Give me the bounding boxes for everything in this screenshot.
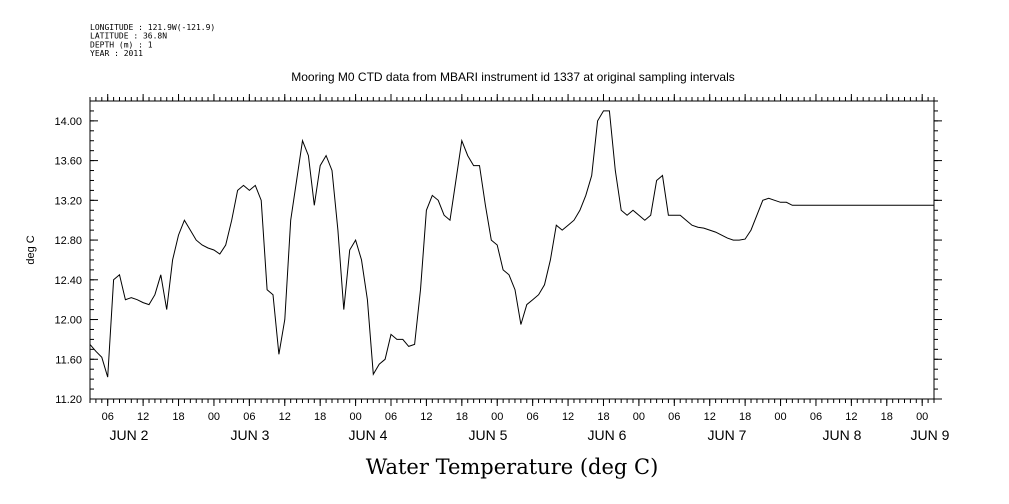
y-axis: 14.00 13.60 13.20 12.80 12.40 12.00 11.60 11.20	[54, 100, 942, 406]
minor-ticks	[89, 97, 935, 403]
x-date-label: JUN 2	[110, 427, 149, 443]
x-tick-label: 18	[881, 411, 893, 423]
y-tick-label: 12.40	[54, 275, 82, 287]
x-tick-label: 18	[597, 411, 609, 423]
x-tick-label: 06	[385, 411, 397, 423]
x-axis: 06 12 18 00 06 12 18 00 06 12 18 00 06 12 18 00 06 12 18 00…	[102, 94, 950, 443]
metadata-line: LATITUDE : 36.8N	[90, 32, 167, 41]
y-tick-label: 11.20	[55, 394, 82, 406]
x-date-label: JUN 7	[708, 427, 747, 443]
x-tick-label: 06	[243, 411, 255, 423]
x-date-label: JUN 3	[231, 427, 270, 443]
plot-frame	[89, 100, 935, 400]
x-tick-label: 00	[491, 411, 503, 423]
x-tick-label: 18	[456, 411, 468, 423]
x-axis-label: Water Temperature (deg C)	[366, 455, 659, 479]
x-tick-label: 18	[314, 411, 326, 423]
x-tick-label: 12	[420, 411, 432, 423]
y-tick-label: 12.80	[54, 235, 82, 247]
x-tick-label: 00	[633, 411, 645, 423]
x-tick-label: 06	[102, 411, 114, 423]
x-tick-label: 12	[137, 411, 149, 423]
x-tick-label: 18	[739, 411, 751, 423]
x-tick-label: 12	[279, 411, 291, 423]
x-tick-label: 00	[774, 411, 786, 423]
y-tick-label: 14.00	[54, 116, 82, 128]
metadata-line: LONGITUDE : 121.9W(-121.9)	[90, 23, 215, 32]
metadata-block: LONGITUDE : 121.9W(-121.9)LATITUDE : 36.…	[90, 23, 215, 58]
metadata-line: YEAR : 2011	[90, 49, 143, 58]
metadata-line: DEPTH (m) : 1	[90, 40, 153, 49]
x-date-label: JUN 5	[469, 427, 508, 443]
x-tick-label: 18	[172, 411, 184, 423]
y-tick-label: 13.60	[54, 156, 82, 168]
x-tick-label: 12	[562, 411, 574, 423]
y-tick-label: 13.20	[54, 195, 82, 207]
chart-title: Mooring M0 CTD data from MBARI instrumen…	[291, 70, 735, 84]
x-date-label: JUN 9	[911, 427, 950, 443]
y-axis-label: deg C	[25, 235, 37, 264]
y-tick-label: 12.00	[54, 315, 82, 327]
x-tick-label: 06	[810, 411, 822, 423]
x-tick-label: 06	[527, 411, 539, 423]
x-tick-label: 00	[208, 411, 220, 423]
x-date-label: JUN 4	[349, 427, 388, 443]
x-date-label: JUN 8	[823, 427, 862, 443]
y-tick-label: 11.60	[55, 354, 82, 366]
x-date-label: JUN 6	[588, 427, 627, 443]
x-tick-label: 00	[916, 411, 928, 423]
x-tick-label: 00	[349, 411, 361, 423]
water-temperature-line	[89, 110, 934, 378]
x-tick-label: 12	[845, 411, 857, 423]
x-tick-label: 12	[704, 411, 716, 423]
x-tick-label: 06	[668, 411, 680, 423]
